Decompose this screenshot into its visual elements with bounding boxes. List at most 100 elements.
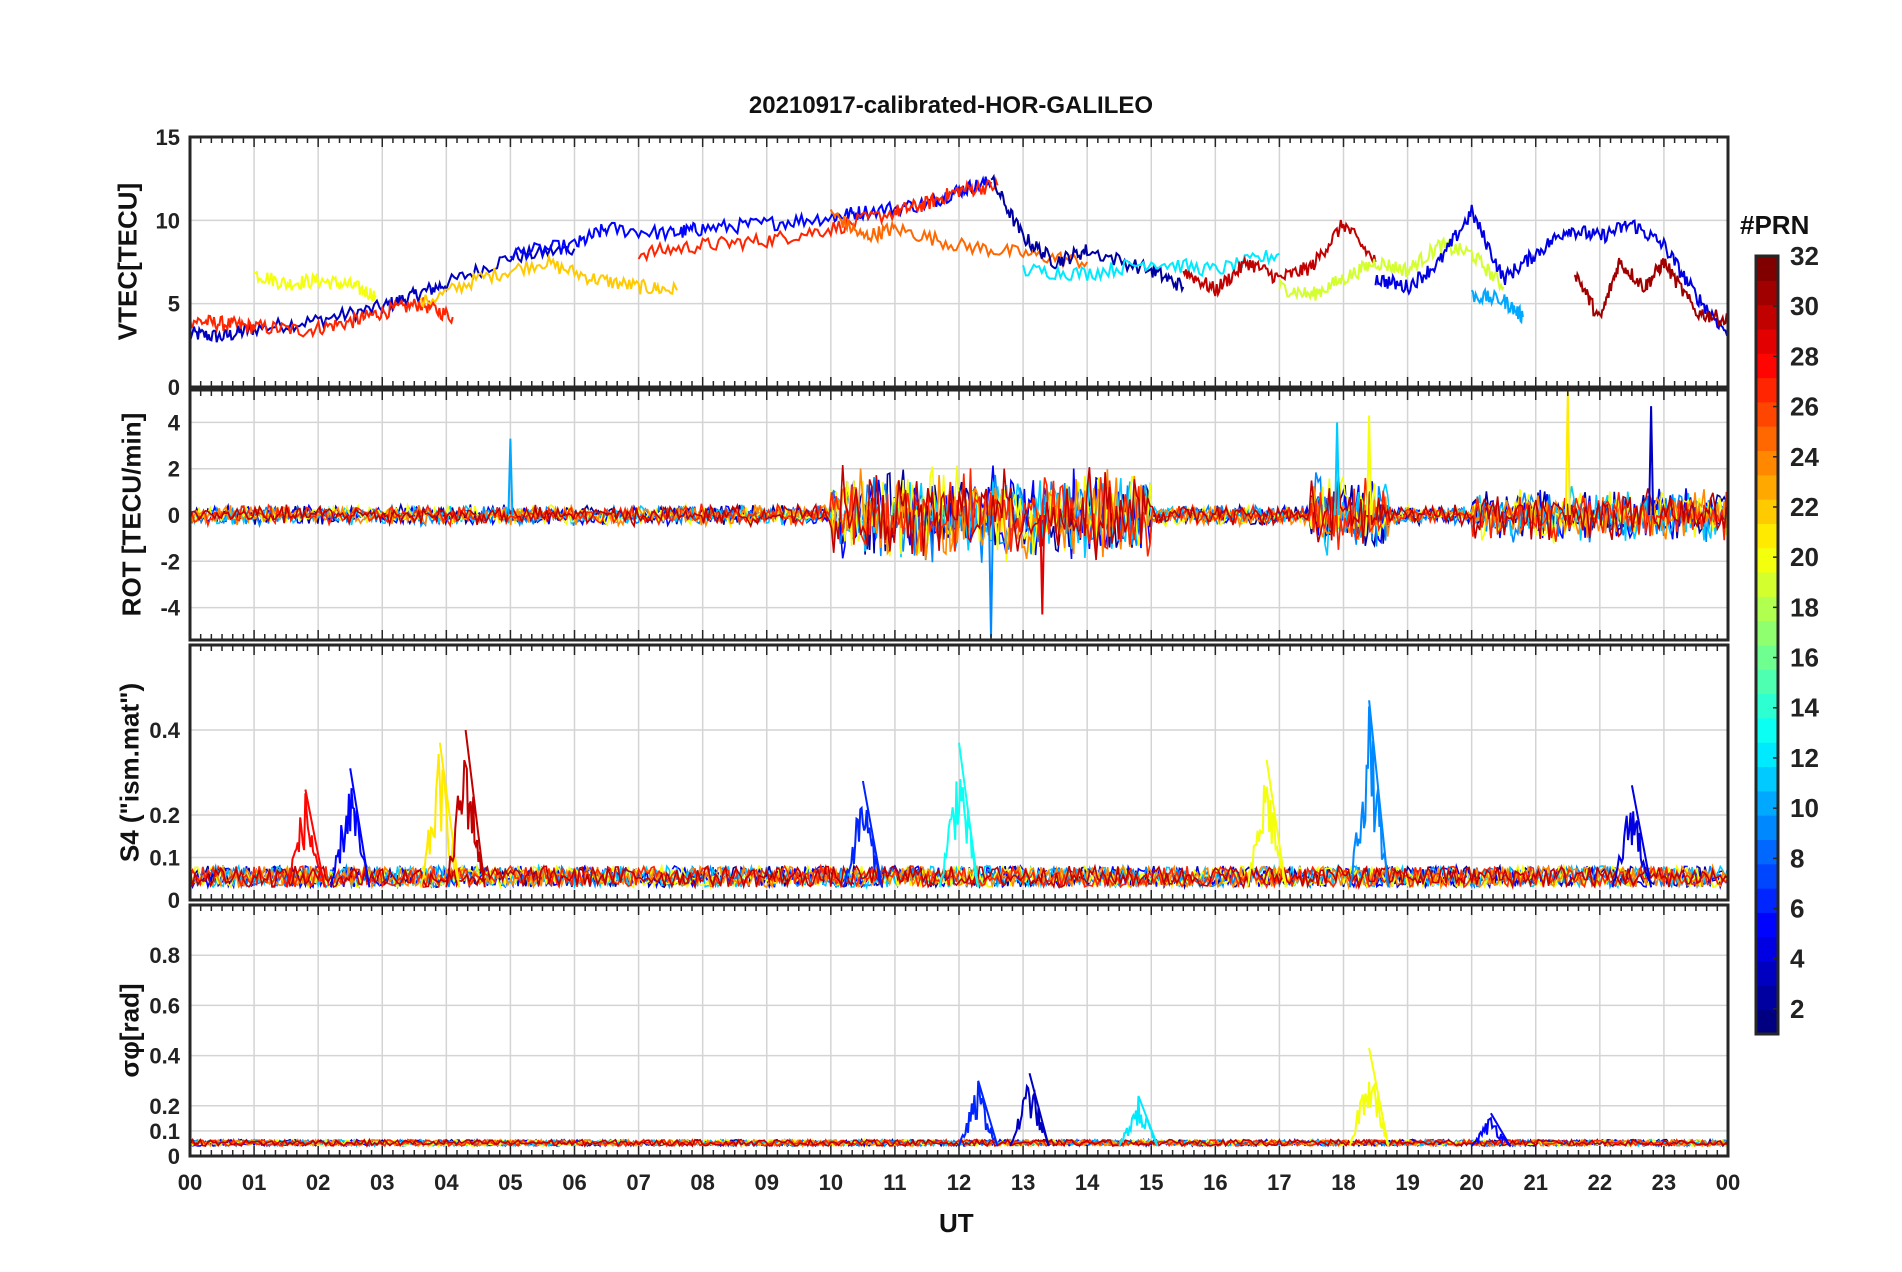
colorbar-tick-label: 4 [1790,944,1805,974]
sigma_phi-peak-prn-6 [958,1080,999,1147]
colorbar-tick-label: 8 [1790,843,1804,873]
x-tick-label: 20 [1459,1170,1483,1195]
s4-peak-prn-6 [842,780,884,888]
y-tick-label: -4 [160,596,180,621]
y-tick-label: 0 [168,1144,180,1169]
y-tick-label: 0 [168,375,180,400]
colorbar-segment [1756,474,1778,500]
s4-peak-prn-13 [938,742,980,888]
colorbar-segment [1756,280,1778,306]
x-tick-label: 03 [370,1170,394,1195]
x-tick-label: 16 [1203,1170,1227,1195]
colorbar-segment [1756,426,1778,451]
y-tick-label: 0.6 [149,993,180,1018]
y-tick-label: 0 [168,888,180,913]
vtec-series-prn-10 [1470,286,1524,325]
rot-spike-prn-11 [1334,422,1341,516]
colorbar-segment [1756,328,1778,354]
rot-spike-prn-21 [1564,392,1571,516]
colorbar-tick-label: 26 [1790,392,1819,422]
colorbar-tick-label: 12 [1790,743,1819,773]
colorbar-segment [1756,717,1778,743]
x-tick-label: 14 [1075,1170,1100,1195]
s4-peak-prn-30 [445,729,486,888]
colorbar-tick-label: 28 [1790,341,1819,371]
vtec-series-prn-27 [189,297,454,339]
s4-series-prn-24 [189,863,1729,891]
x-tick-label: 11 [883,1170,906,1195]
colorbar-segment [1756,912,1778,938]
y-tick-label: 0 [168,503,180,528]
sigma_phi-peak-prn-5 [1470,1112,1511,1147]
x-tick-label: 22 [1588,1170,1612,1195]
y-tick-label: 0.8 [149,943,180,968]
y-tick-label: 0.4 [149,1044,180,1069]
x-tick-label: 07 [626,1170,650,1195]
colorbar-segment [1756,888,1778,913]
series-group-rot [189,392,1728,638]
x-tick-label: 00 [1716,1170,1740,1195]
colorbar-segment [1756,499,1778,524]
x-tick-label: 08 [690,1170,714,1195]
vtec-series-prn-4 [1374,204,1729,337]
colorbar-tick-label: 18 [1790,592,1819,622]
y-tick-label: 2 [168,457,180,482]
x-tick-label: 05 [498,1170,522,1195]
colorbar-tick-label: 10 [1790,793,1819,823]
colorbar-tick-label: 16 [1790,643,1819,673]
x-tick-label: 00 [178,1170,202,1195]
y-tick-label: 0.2 [149,803,180,828]
y-tick-label: 0.1 [149,1119,180,1144]
y-tick-label: 0.4 [149,718,180,743]
colorbar-segment [1756,1009,1778,1035]
colorbar-segment [1756,839,1778,865]
x-tick-label: 10 [819,1170,843,1195]
x-tick-label: 17 [1267,1170,1291,1195]
series-group-vtec [189,173,1729,343]
colorbar-segment [1756,669,1778,695]
x-tick-label: 12 [947,1170,971,1195]
s4-peak-prn-4 [1611,785,1653,888]
vtec-series-prn-27 [637,176,999,263]
vtec-series-prn-20 [253,270,377,302]
colorbar-segment [1756,523,1778,549]
x-tick-label: 13 [1011,1170,1035,1195]
s4-peak-prn-20 [1246,759,1287,888]
colorbar-segment [1756,547,1778,573]
colorbar-frame [1754,254,1780,1036]
rot-spike-prn-3 [1648,406,1655,516]
colorbar-tick-label: 30 [1790,291,1819,321]
colorbar-segment [1756,377,1778,403]
y-tick-label: 5 [168,292,180,317]
figure-title: 20210917-calibrated-HOR-GALILEO [748,92,1154,119]
s4-peak-prn-21 [419,742,461,888]
s4-peak-prn-28 [285,789,326,888]
vtec-series-prn-22 [419,253,678,308]
colorbar-segment [1756,353,1778,379]
colorbar-tick-label: 6 [1790,894,1804,924]
colorbar-segment [1756,742,1778,768]
colorbar-tick-label: 20 [1790,542,1819,572]
rot-series-prn-30 [189,464,1728,561]
colorbar-segment [1756,766,1778,792]
colorbar-segment [1756,401,1778,427]
rot-spike-prn-29 [1039,514,1046,615]
colorbar-segment [1756,985,1778,1011]
vtec-series-prn-12 [1022,250,1280,283]
s4-peak-prn-5 [330,768,371,888]
vtec-series-prn-5 [509,175,992,262]
x-tick-label: 01 [242,1170,266,1195]
s4-peak-prn-9 [1348,700,1390,888]
colorbar-segment [1756,572,1778,597]
colorbar-title: #PRN [1740,210,1810,240]
colorbar-segment [1756,645,1778,670]
vtec-series-prn-19 [1278,236,1505,302]
colorbar-segment [1756,961,1778,986]
y-tick-label: 10 [156,208,180,233]
colorbar-segment [1756,450,1778,476]
colorbar-segment [1756,304,1778,330]
colorbar-segment [1756,256,1778,281]
vtec-series-prn-2 [990,173,1185,294]
